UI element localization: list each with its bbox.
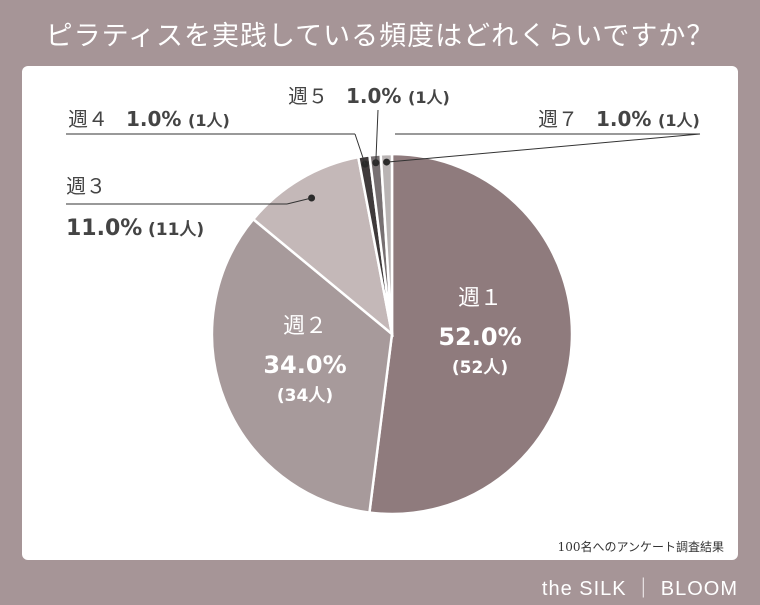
pie-slice [368,152,574,516]
leader-line [386,133,701,163]
slice-label: 週５ [288,84,328,108]
pie-slice [379,152,394,335]
slice-count: (1人) [658,111,700,130]
slice-percent: 1.0% [596,107,651,131]
slice-percent: 34.0% [263,351,346,379]
slice-label: 週１ [458,286,502,311]
slice-percent: 1.0% [126,107,181,131]
slice-label: 週４ [68,107,108,131]
slice-count: (11人) [148,220,204,240]
slice-count: (1人) [408,88,450,107]
slice-label: 週２ [283,314,327,339]
slice-percent: 11.0% [66,216,142,241]
pie-slice [251,155,394,338]
slice-percent: 52.0% [438,323,521,351]
leader-line [375,109,379,163]
slice-count: (52人) [452,358,508,378]
brand-logo: the SILK ｜ BLOOM [541,578,738,600]
slice-label: 週３ [66,174,106,198]
leader-line [286,197,312,205]
pie-slice [210,217,394,514]
slice-count: (1人) [188,111,230,130]
slice-count: (34人) [277,386,333,406]
slice-percent: 1.0% [346,84,401,108]
survey-footnote: 100名へのアンケート調査結果 [557,540,724,554]
leader-line [354,133,366,165]
chart-title: ピラティスを実践している頻度はどれくらいですか？ [45,21,715,52]
slice-label: 週７ [538,107,578,131]
